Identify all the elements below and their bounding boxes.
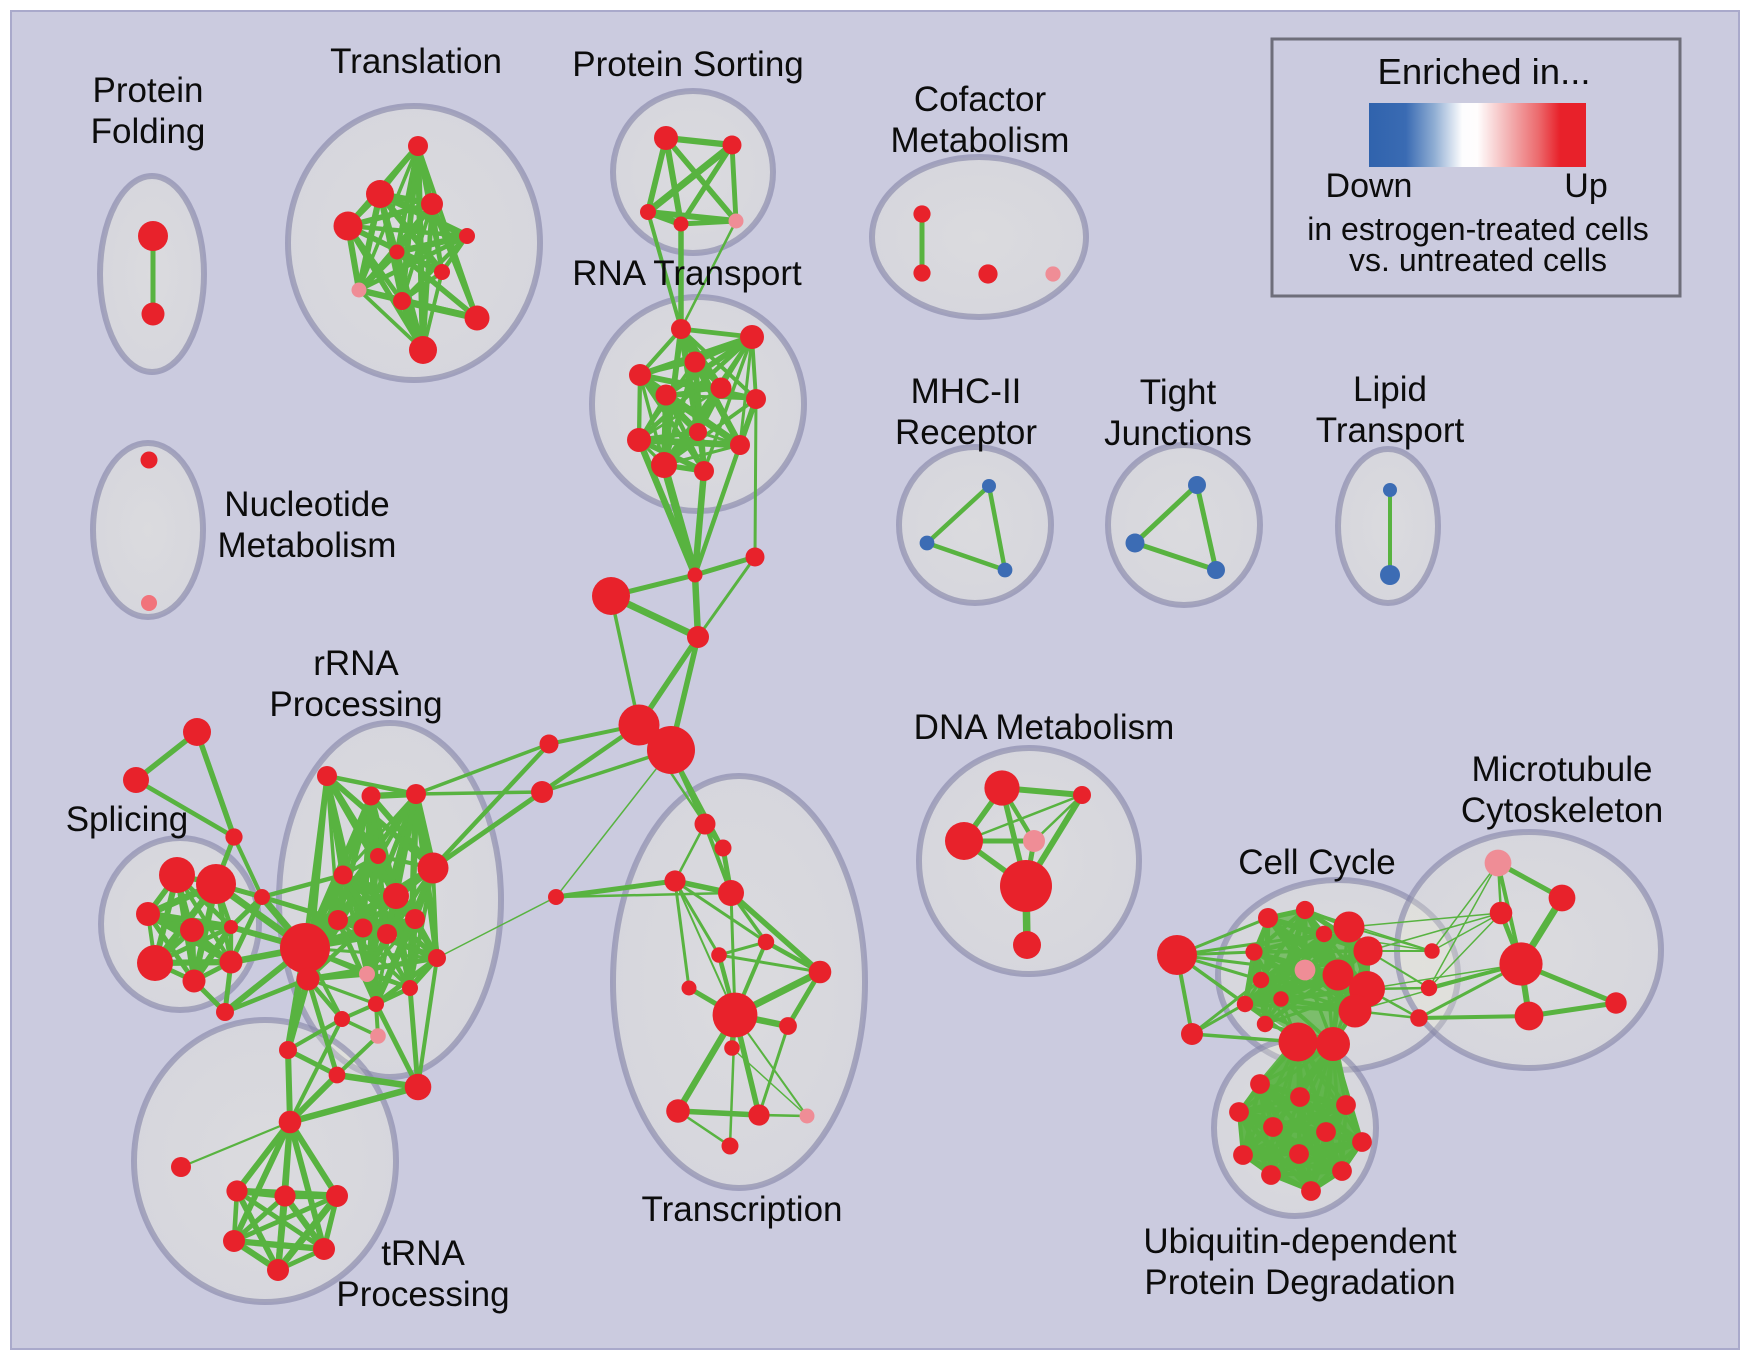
svg-text:vs. untreated cells: vs. untreated cells [1349, 242, 1607, 278]
svg-text:Up: Up [1564, 167, 1607, 205]
svg-text:Protein: Protein [93, 71, 204, 110]
svg-text:RNA Transport: RNA Transport [572, 254, 802, 293]
svg-text:Processing: Processing [269, 685, 442, 724]
svg-text:Splicing: Splicing [66, 800, 189, 839]
svg-text:Lipid: Lipid [1353, 370, 1427, 409]
svg-text:Cofactor: Cofactor [914, 80, 1047, 119]
svg-text:Junctions: Junctions [1104, 414, 1252, 453]
svg-text:DNA Metabolism: DNA Metabolism [914, 708, 1175, 747]
svg-text:Transport: Transport [1316, 411, 1465, 450]
svg-text:MHC-II: MHC-II [911, 372, 1022, 411]
svg-text:Translation: Translation [330, 42, 502, 81]
svg-text:Tight: Tight [1140, 373, 1217, 412]
svg-text:Metabolism: Metabolism [218, 526, 397, 565]
svg-text:rRNA: rRNA [313, 644, 399, 683]
svg-text:Receptor: Receptor [895, 413, 1037, 452]
svg-text:Metabolism: Metabolism [891, 121, 1070, 160]
svg-text:Folding: Folding [91, 112, 206, 151]
svg-text:Cell Cycle: Cell Cycle [1238, 843, 1396, 882]
svg-text:Processing: Processing [336, 1275, 509, 1314]
svg-text:Down: Down [1326, 167, 1413, 205]
svg-text:Cytoskeleton: Cytoskeleton [1461, 791, 1663, 830]
svg-text:Enriched in...: Enriched in... [1377, 51, 1590, 92]
svg-text:Transcription: Transcription [642, 1190, 843, 1229]
svg-text:in estrogen-treated cells: in estrogen-treated cells [1307, 211, 1649, 247]
svg-text:Ubiquitin-dependent: Ubiquitin-dependent [1143, 1222, 1457, 1261]
svg-text:Protein Sorting: Protein Sorting [572, 45, 804, 84]
svg-text:tRNA: tRNA [381, 1234, 465, 1273]
svg-text:Nucleotide: Nucleotide [224, 485, 389, 524]
svg-text:Microtubule: Microtubule [1472, 750, 1653, 789]
svg-text:Protein Degradation: Protein Degradation [1144, 1263, 1455, 1302]
